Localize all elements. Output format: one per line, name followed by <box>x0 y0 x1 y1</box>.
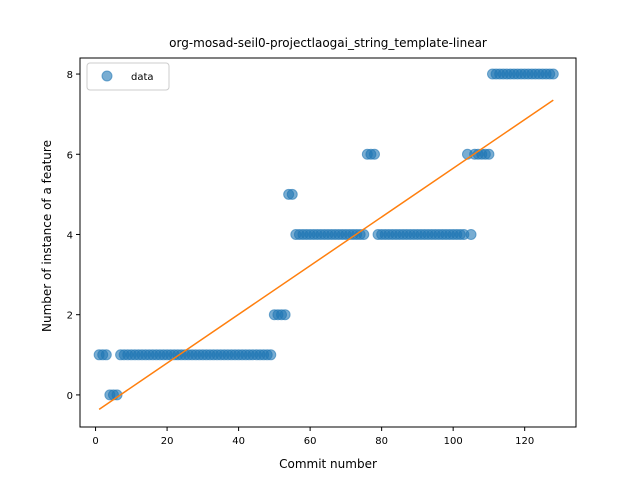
y-tick-label: 2 <box>67 311 73 322</box>
y-axis-label: Number of instance of a feature <box>40 140 54 332</box>
x-tick-label: 60 <box>304 436 317 447</box>
data-point <box>111 389 123 401</box>
fit-line <box>98 99 554 410</box>
legend: data <box>86 62 170 91</box>
data-point <box>279 309 291 321</box>
data-point <box>100 349 112 361</box>
x-axis-label: Commit number <box>279 457 377 471</box>
legend-label: data <box>131 72 154 83</box>
y-tick-label: 0 <box>67 391 73 402</box>
legend-box <box>86 62 170 91</box>
data-point <box>265 349 277 361</box>
x-tick-label: 40 <box>232 436 245 447</box>
plot-area <box>79 57 577 428</box>
axes-frame <box>79 57 577 428</box>
x-tick-label: 120 <box>515 436 534 447</box>
data-point <box>483 148 495 160</box>
x-axis-ticks: 0 20 40 60 80 100 120 <box>92 427 534 447</box>
x-tick-label: 80 <box>375 436 388 447</box>
y-tick-label: 4 <box>67 230 73 241</box>
x-tick-label: 20 <box>161 436 174 447</box>
y-tick-label: 8 <box>67 70 73 81</box>
data-point <box>547 68 559 80</box>
data-point <box>465 228 477 240</box>
chart-title: org-mosad-seil0-projectlaogai_string_tem… <box>169 36 487 50</box>
y-tick-label: 6 <box>67 150 73 161</box>
y-axis-ticks: 0 2 4 6 8 <box>67 70 80 402</box>
data-point <box>368 148 380 160</box>
data-point <box>286 188 298 200</box>
x-tick-label: 0 <box>92 436 98 447</box>
x-tick-label: 100 <box>444 436 463 447</box>
legend-marker <box>101 70 113 82</box>
